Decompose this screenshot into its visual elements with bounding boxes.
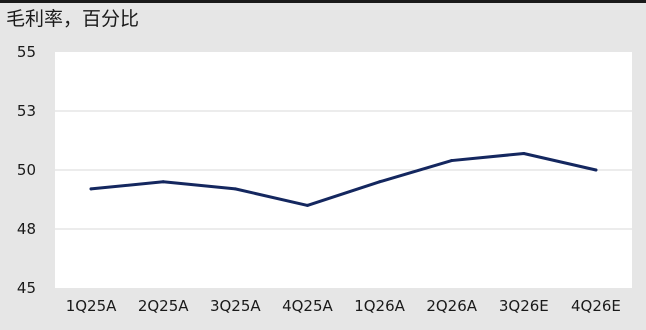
- y-tick-label: 45: [17, 279, 36, 297]
- chart-title: 毛利率，百分比: [6, 8, 140, 30]
- x-tick-label: 2Q25A: [138, 297, 189, 315]
- x-tick-label: 1Q26A: [354, 297, 405, 315]
- y-tick-label: 50: [17, 161, 36, 179]
- x-tick-label: 4Q25A: [282, 297, 333, 315]
- x-tick-label: 4Q26E: [571, 297, 621, 315]
- x-tick-label: 3Q25A: [210, 297, 261, 315]
- y-tick-label: 55: [17, 43, 36, 61]
- data-point: [89, 187, 93, 191]
- top-rule: [0, 0, 646, 3]
- data-point: [522, 151, 526, 155]
- data-point: [233, 187, 237, 191]
- x-tick-label: 2Q26A: [426, 297, 477, 315]
- y-tick-label: 48: [17, 220, 36, 238]
- data-point: [378, 180, 382, 184]
- data-point: [305, 203, 309, 207]
- data-point: [450, 159, 454, 163]
- x-tick-label: 3Q26E: [499, 297, 549, 315]
- series-line: [89, 151, 598, 207]
- data-point: [161, 180, 165, 184]
- data-point: [594, 168, 598, 172]
- x-tick-label: 1Q25A: [66, 297, 117, 315]
- y-tick-label: 53: [17, 102, 36, 120]
